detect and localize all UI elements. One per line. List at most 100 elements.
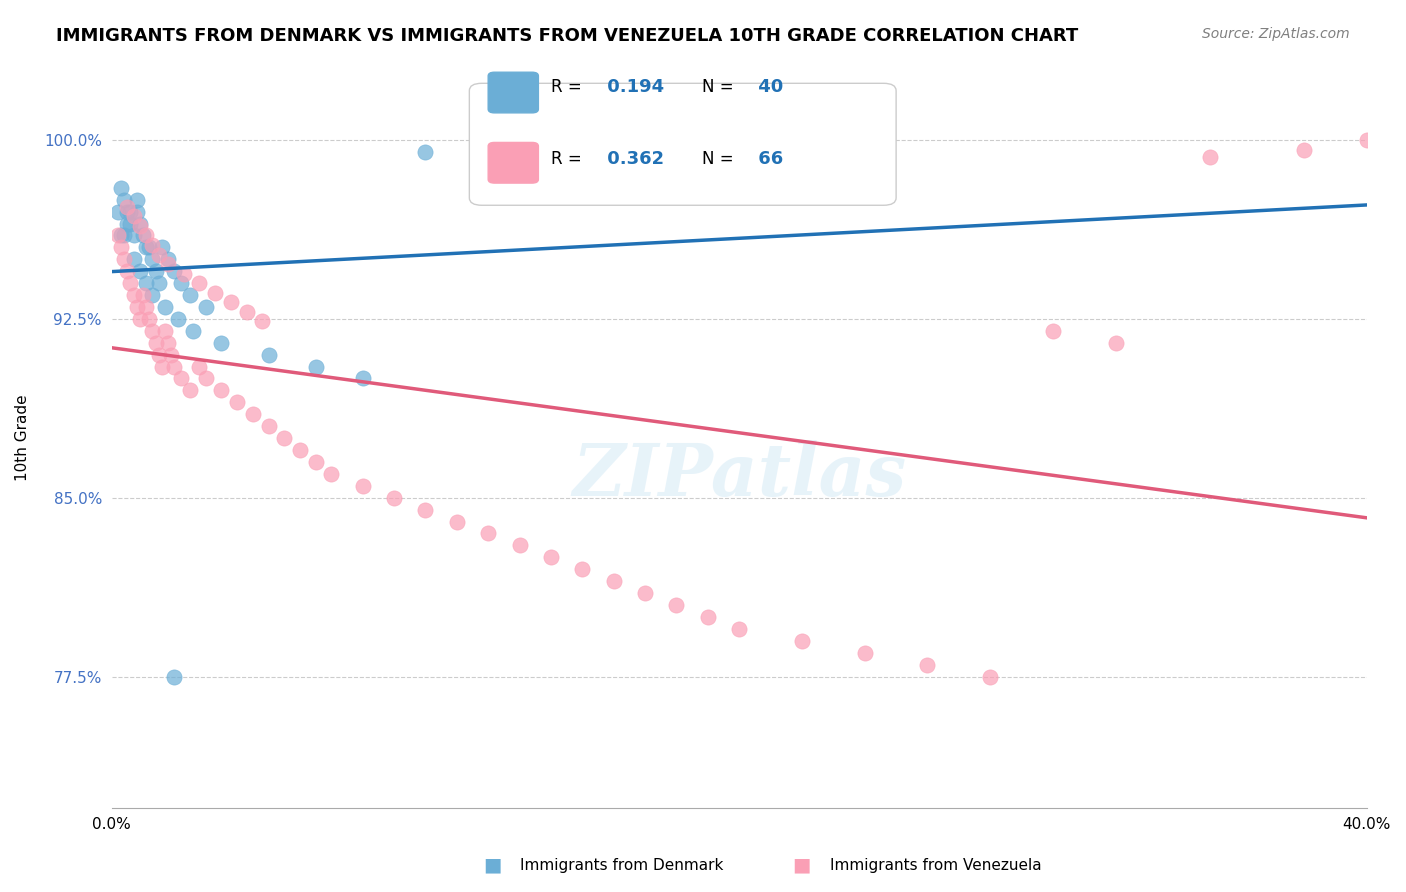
Point [571, 562, 593, 576]
Point [153, 300, 176, 314]
Point [125, 193, 148, 207]
Point [188, 276, 211, 290]
Point [540, 550, 562, 565]
Point [352, 371, 374, 385]
Point [728, 622, 751, 636]
Point [128, 264, 150, 278]
Point [163, 264, 186, 278]
Point [477, 526, 499, 541]
Point [169, 371, 191, 385]
Point [1199, 150, 1222, 164]
Text: 0.362: 0.362 [602, 151, 664, 169]
Point [288, 443, 311, 458]
Point [110, 228, 132, 243]
Point [128, 311, 150, 326]
Point [696, 610, 718, 624]
Point [173, 267, 195, 281]
Point [790, 633, 813, 648]
Point [112, 252, 135, 267]
Point [135, 276, 157, 290]
Point [166, 311, 188, 326]
Point [1105, 335, 1128, 350]
Point [125, 300, 148, 314]
Point [122, 288, 145, 302]
Point [112, 228, 135, 243]
Point [157, 252, 180, 267]
Point [226, 395, 249, 409]
Point [125, 204, 148, 219]
Text: 0.194: 0.194 [602, 78, 664, 96]
Point [602, 574, 624, 589]
Point [204, 285, 226, 300]
Point [117, 200, 139, 214]
Point [141, 238, 163, 252]
Point [107, 204, 129, 219]
Point [188, 359, 211, 374]
Point [163, 359, 186, 374]
Text: 40: 40 [752, 78, 783, 96]
Point [415, 145, 437, 159]
Point [148, 247, 170, 261]
Point [169, 276, 191, 290]
Point [135, 300, 157, 314]
Point [352, 479, 374, 493]
Text: N =: N = [702, 151, 733, 169]
Point [1355, 133, 1378, 147]
Point [153, 324, 176, 338]
Point [122, 210, 145, 224]
Point [382, 491, 405, 505]
Text: ■: ■ [792, 855, 811, 875]
Text: 66: 66 [752, 151, 783, 169]
Point [120, 276, 142, 290]
Point [117, 264, 139, 278]
Point [665, 598, 688, 612]
Point [120, 204, 142, 219]
Point [179, 384, 201, 398]
Point [110, 180, 132, 194]
Point [160, 348, 183, 362]
Point [235, 304, 257, 318]
Point [122, 252, 145, 267]
Point [110, 240, 132, 254]
Point [194, 300, 217, 314]
Point [273, 431, 295, 445]
Point [304, 455, 326, 469]
Point [141, 252, 163, 267]
Point [179, 288, 201, 302]
Y-axis label: 10th Grade: 10th Grade [15, 395, 30, 482]
Point [107, 228, 129, 243]
Point [145, 264, 167, 278]
Point [132, 288, 155, 302]
Text: Source: ZipAtlas.com: Source: ZipAtlas.com [1202, 27, 1350, 41]
Point [446, 515, 468, 529]
Text: Immigrants from Denmark: Immigrants from Denmark [520, 858, 724, 872]
Point [148, 348, 170, 362]
Point [135, 228, 157, 243]
Point [117, 204, 139, 219]
Point [112, 193, 135, 207]
Point [1292, 143, 1315, 157]
Point [181, 324, 204, 338]
Point [509, 157, 531, 171]
Point [145, 335, 167, 350]
Point [117, 217, 139, 231]
FancyBboxPatch shape [470, 83, 896, 205]
Point [209, 335, 232, 350]
Point [634, 169, 657, 183]
Point [150, 359, 173, 374]
Text: ■: ■ [482, 855, 502, 875]
Text: R =: R = [551, 78, 582, 96]
Point [853, 646, 876, 660]
Point [257, 419, 280, 434]
Point [257, 348, 280, 362]
Point [138, 311, 160, 326]
Point [219, 295, 242, 310]
Point [150, 240, 173, 254]
Point [194, 371, 217, 385]
Point [141, 288, 163, 302]
Point [135, 240, 157, 254]
Point [252, 314, 274, 328]
Point [148, 276, 170, 290]
Text: IMMIGRANTS FROM DENMARK VS IMMIGRANTS FROM VENEZUELA 10TH GRADE CORRELATION CHAR: IMMIGRANTS FROM DENMARK VS IMMIGRANTS FR… [56, 27, 1078, 45]
Point [979, 669, 1001, 683]
